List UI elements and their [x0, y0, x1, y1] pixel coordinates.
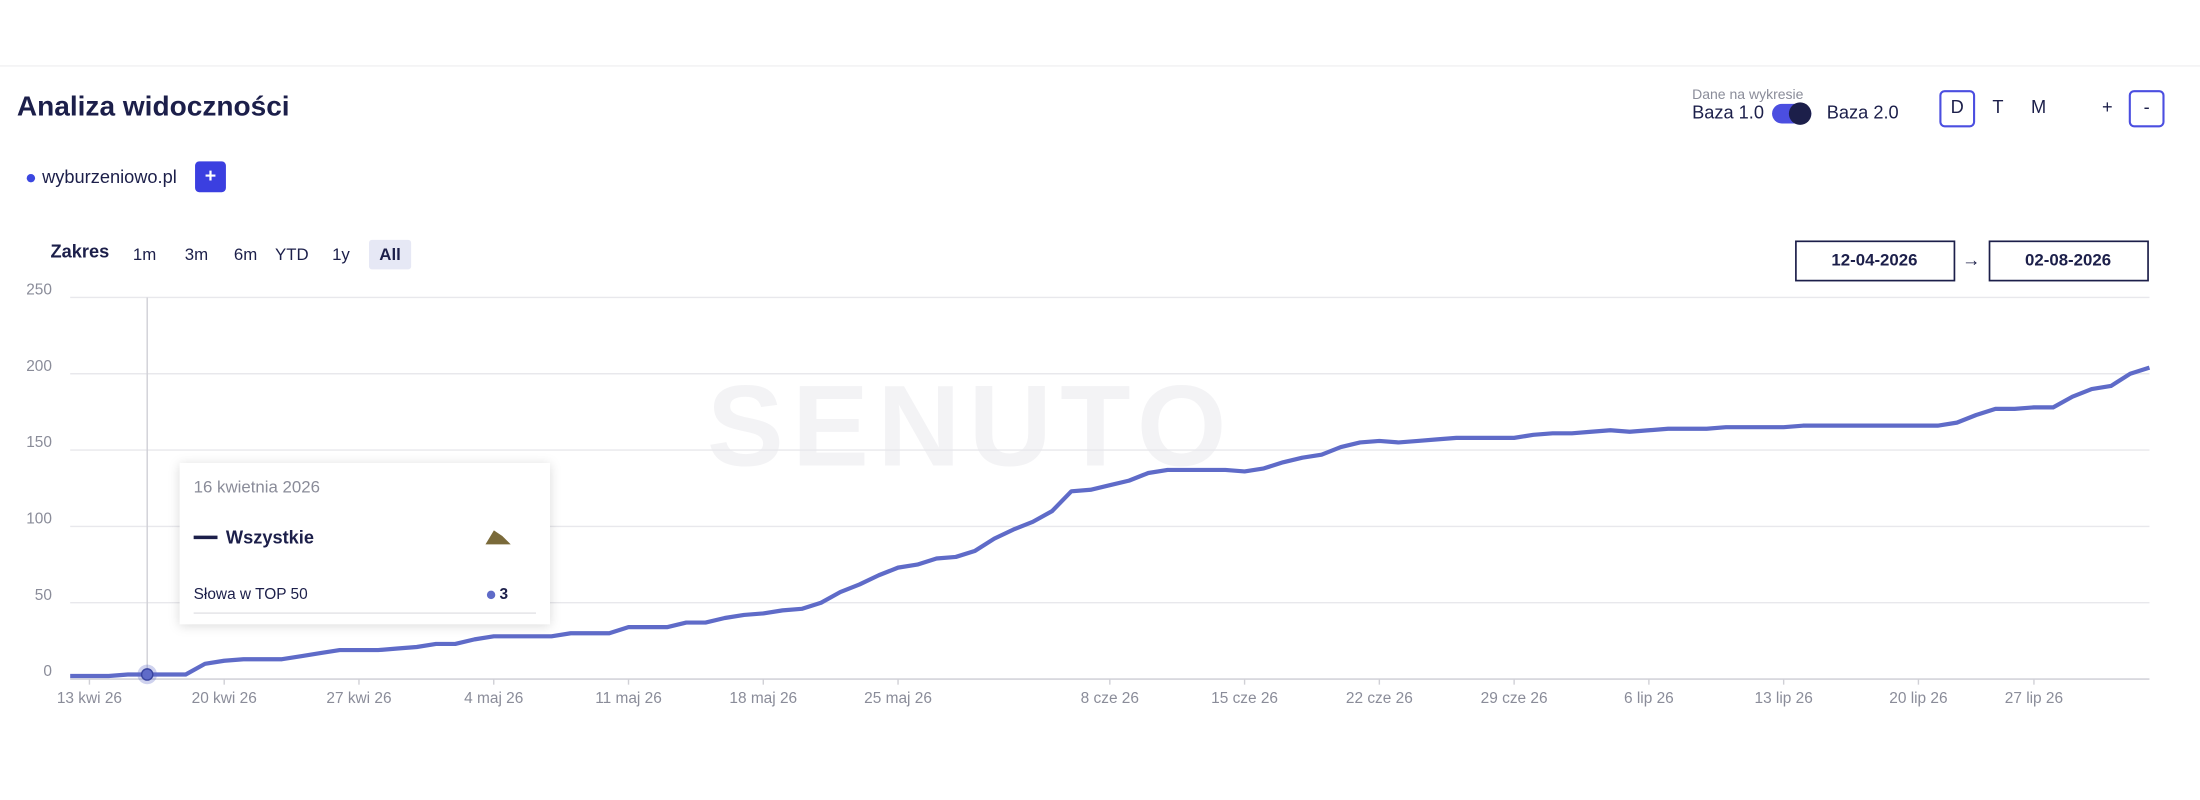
watermark: SENUTO: [707, 362, 1235, 490]
date-arrow: →: [1962, 249, 1980, 270]
x-tick-label: 13 kwi 26: [57, 690, 122, 707]
x-tick-label: 27 kwi 26: [326, 690, 391, 707]
zoom-out[interactable]: -: [2144, 96, 2150, 117]
y-tick-label: 50: [35, 587, 52, 604]
x-tick-label: 29 cze 26: [1481, 690, 1548, 707]
x-tick-label: 20 lip 26: [1889, 690, 1947, 707]
x-tick-label: 4 maj 26: [464, 690, 523, 707]
add-domain-button[interactable]: [195, 161, 226, 193]
view-button[interactable]: T: [1992, 96, 2003, 117]
tooltip-dot: [486, 590, 496, 600]
range-button[interactable]: 6m: [234, 245, 257, 264]
x-tick-label: 27 lip 26: [2005, 690, 2063, 707]
add-domain-label[interactable]: +: [205, 165, 216, 187]
x-tick-label: 22 cze 26: [1346, 690, 1413, 707]
x-tick-label: 18 maj 26: [729, 690, 797, 707]
tooltip: 16 kwietnia 2026 Wszystkie Słowa w TOP 5…: [179, 462, 551, 625]
range-label: Zakres: [51, 240, 110, 261]
y-tick-label: 150: [26, 434, 52, 451]
x-tick-label: 8 cze 26: [1081, 690, 1139, 707]
domain-name: wyburzeniowo.pl: [41, 166, 177, 187]
y-tick-label: 0: [43, 663, 52, 680]
x-tick-label: 13 lip 26: [1755, 690, 1813, 707]
date-from[interactable]: 12-04-2026: [1831, 250, 1917, 269]
toggle-left[interactable]: Baza 1.0: [1692, 101, 1764, 122]
toggle-caption: Dane na wykresie: [1692, 86, 1804, 102]
view-button[interactable]: M: [2031, 96, 2046, 117]
x-tick-label: 20 kwi 26: [192, 690, 257, 707]
range-button[interactable]: YTD: [275, 245, 309, 264]
toggle-right[interactable]: Baza 2.0: [1827, 101, 1899, 122]
toggle-knob[interactable]: [1788, 102, 1812, 125]
hover-point: [140, 668, 154, 681]
zoom-out-frame[interactable]: [2128, 90, 2165, 128]
domain-dot: [26, 173, 36, 183]
y-tick-label: 200: [26, 358, 52, 375]
tooltip-date: 16 kwietnia 2026: [194, 478, 320, 497]
x-tick-label: 11 maj 26: [595, 690, 662, 707]
date-from-box[interactable]: [1795, 240, 1956, 282]
date-to-box[interactable]: [1988, 240, 2149, 282]
range-button[interactable]: 1y: [332, 245, 350, 264]
range-active-bg[interactable]: [369, 239, 412, 270]
y-tick-label: 100: [26, 510, 52, 527]
x-tick-label: 25 maj 26: [864, 690, 932, 707]
x-tick-label: 15 cze 26: [1211, 690, 1278, 707]
date-to[interactable]: 02-08-2026: [2025, 250, 2111, 269]
tooltip-row-label: Słowa w TOP 50: [194, 586, 308, 603]
zoom-in[interactable]: +: [2102, 96, 2113, 117]
range-button[interactable]: All: [379, 245, 401, 264]
tooltip-value: 3: [500, 586, 509, 603]
y-tick-label: 250: [26, 282, 52, 299]
view-button-frame[interactable]: [1939, 90, 1976, 128]
tooltip-icon: [485, 530, 511, 545]
series-line: [70, 365, 2151, 679]
x-tick-label: 6 lip 26: [1624, 690, 1674, 707]
range-button[interactable]: 1m: [133, 245, 156, 264]
tooltip-series-name: Wszystkie: [226, 527, 314, 548]
page-title: Analiza widoczności: [17, 90, 290, 121]
view-button[interactable]: D: [1951, 96, 1964, 117]
range-button[interactable]: 3m: [185, 245, 208, 264]
